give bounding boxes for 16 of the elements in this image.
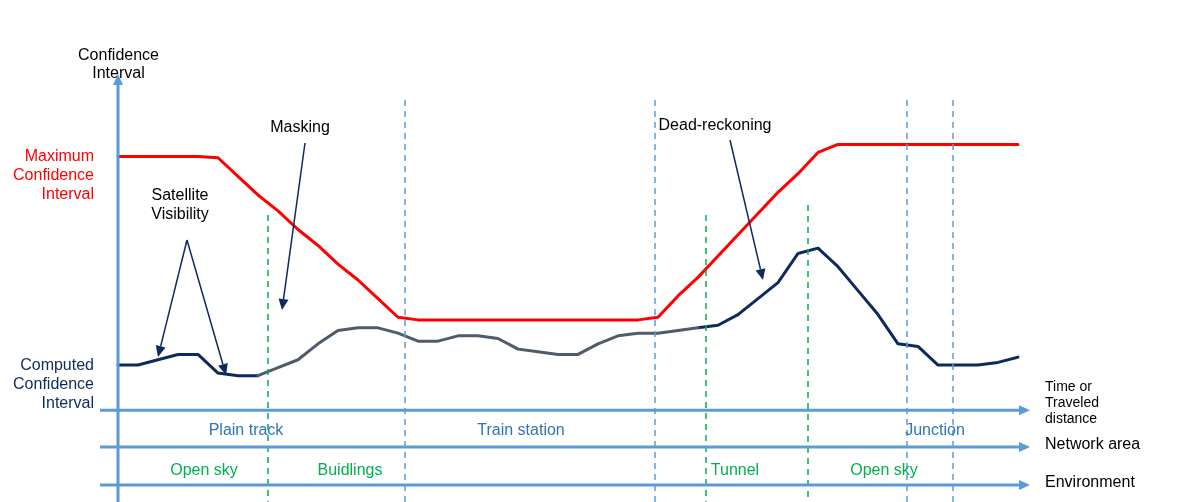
series-label: Maximum Confidence Interval — [13, 147, 95, 203]
text: Plain track — [208, 421, 285, 438]
text: Tunnel — [710, 461, 760, 478]
text: Train station — [477, 421, 565, 438]
text: Environment — [1045, 473, 1136, 490]
x-axis-title: Time or Traveled distance — [1045, 378, 1099, 426]
series-label: Computed Confidence Interval — [13, 356, 95, 412]
text: Dead-reckoning — [658, 116, 772, 133]
y-axis-title: Confidence Interval — [78, 45, 160, 81]
text: Open sky — [850, 461, 918, 478]
text: Buidlings — [317, 461, 383, 478]
text: Junction — [905, 421, 965, 438]
annotation: Satellite Visibility — [151, 186, 209, 222]
text: Masking — [270, 118, 330, 135]
text: Network area — [1045, 435, 1141, 452]
text: Open sky — [170, 461, 238, 478]
